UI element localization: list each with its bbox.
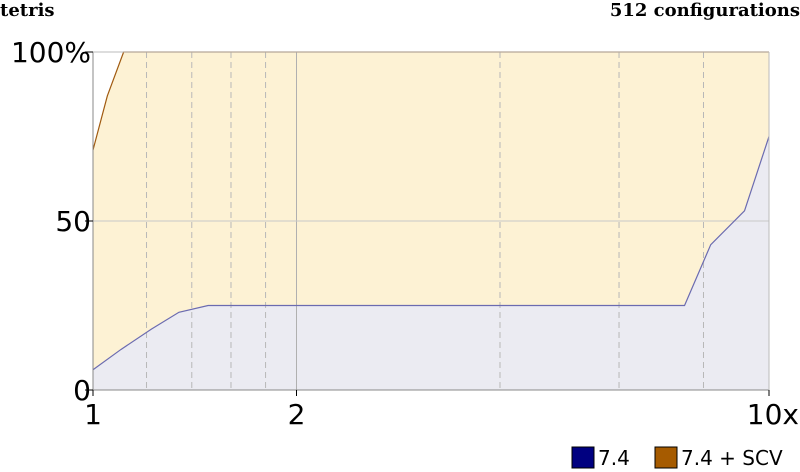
chart-title-left: tetris <box>0 0 55 21</box>
series-area-fill-7-4-scv <box>93 52 769 370</box>
legend-label: 7.4 <box>598 446 630 470</box>
x-tick-label: 1 <box>84 398 102 431</box>
x-axis: 1 2 10x <box>84 390 799 431</box>
y-axis: 0 50 100% <box>11 36 93 407</box>
legend-label: 7.4 + SCV <box>681 446 783 470</box>
legend: 7.4 7.4 + SCV <box>571 446 783 470</box>
y-tick-label: 0 <box>73 374 91 407</box>
y-tick-label: 50 <box>55 205 91 238</box>
legend-swatch <box>571 446 595 469</box>
chart-title-right: 512 configurations <box>610 0 800 21</box>
y-tick-label: 100% <box>11 36 91 69</box>
legend-swatch <box>654 446 678 469</box>
x-tick-label: 2 <box>288 398 306 431</box>
x-tick-label: 10x <box>747 398 799 431</box>
plot-area <box>92 51 770 391</box>
series-area-fill-7-4 <box>93 136 769 390</box>
series-line-7-4 <box>92 136 770 371</box>
